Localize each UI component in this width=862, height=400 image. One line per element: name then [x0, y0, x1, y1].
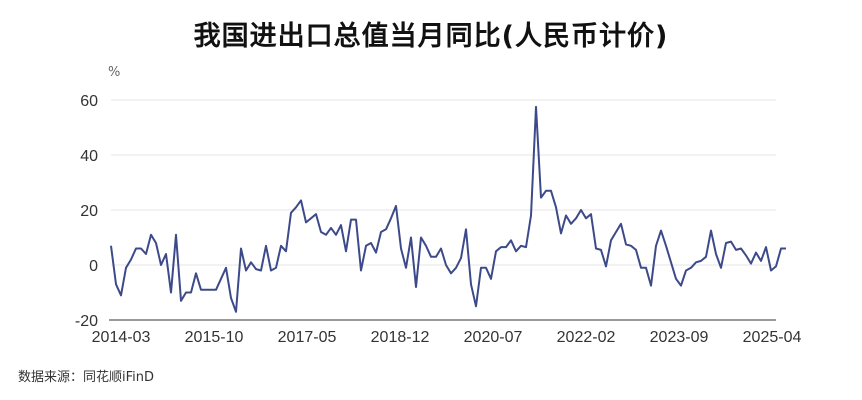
y-tick-label: 40 — [80, 148, 98, 165]
x-axis-ticks: 2014-03 2015-10 2017-05 2018-12 2020-07 2022-… — [92, 329, 802, 346]
x-tick-label: 2015-10 — [185, 329, 244, 346]
x-tick-label: 2020-07 — [464, 329, 523, 346]
x-tick-label: 2025-04 — [743, 329, 802, 346]
y-axis-ticks: -20 0 20 40 60 — [75, 93, 98, 330]
x-tick-label: 2018-12 — [371, 329, 430, 346]
y-tick-label: -20 — [75, 313, 98, 330]
y-tick-label: 0 — [89, 258, 98, 275]
y-tick-label: 20 — [80, 203, 98, 220]
x-tick-label: 2023-09 — [650, 329, 709, 346]
chart-title: 我国进出口总值当月同比(人民币计价) — [193, 21, 669, 52]
data-source-note: 数据来源：同花顺iFinD — [18, 370, 155, 385]
x-tick-label: 2022-02 — [557, 329, 616, 346]
y-tick-label: 60 — [80, 93, 98, 110]
y-axis-unit: % — [108, 65, 121, 80]
gridlines — [111, 99, 776, 266]
x-tick-label: 2017-05 — [278, 329, 337, 346]
series-line — [110, 105, 786, 313]
x-tick-label: 2014-03 — [92, 329, 151, 346]
